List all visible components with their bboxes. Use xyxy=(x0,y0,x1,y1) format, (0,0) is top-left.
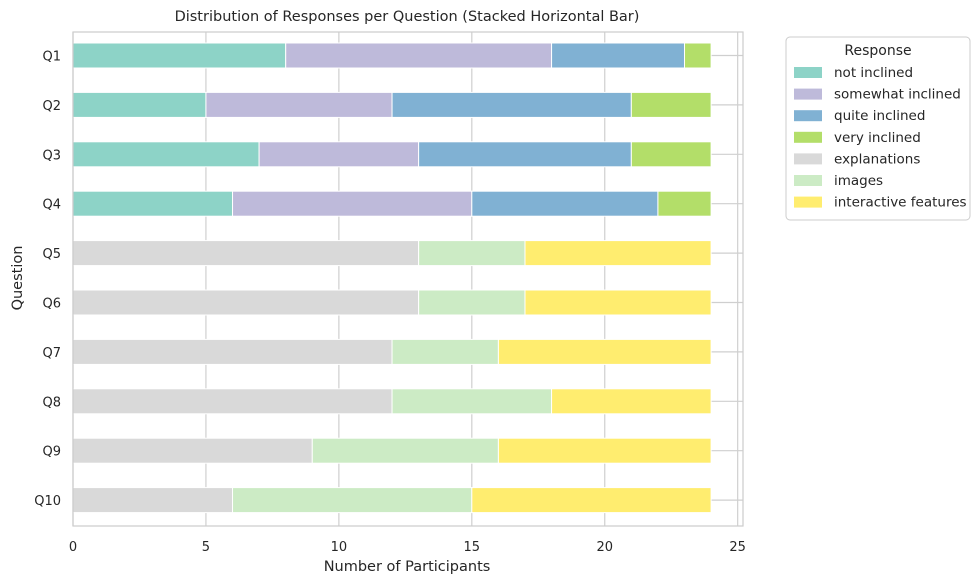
legend: Response not inclined somewhat inclined qu… xyxy=(785,36,971,221)
bar-segment-q4-somewhat-inclined xyxy=(232,190,473,217)
bar-segment-q3-not-inclined xyxy=(72,141,260,168)
bar-segment-q10-interactive-features xyxy=(471,487,712,514)
y-tick-label: Q5 xyxy=(42,247,61,262)
y-tick-label: Q6 xyxy=(42,297,61,312)
bar-segment-q2-somewhat-inclined xyxy=(205,91,393,118)
y-tick-label: Q7 xyxy=(42,346,61,361)
x-tick-label: 25 xyxy=(729,540,746,555)
bar-segment-q3-quite-inclined xyxy=(418,141,632,168)
legend-label-interactive-features: interactive features xyxy=(834,195,967,211)
bar-segment-q2-quite-inclined xyxy=(391,91,632,118)
legend-swatch-very-inclined xyxy=(794,131,822,143)
x-tick-label: 10 xyxy=(331,540,348,555)
x-tick-label: 5 xyxy=(202,540,210,555)
legend-swatch-explanations xyxy=(794,153,822,165)
x-axis-label: Number of Participants xyxy=(324,559,491,575)
legend-swatch-quite-inclined xyxy=(794,110,822,122)
bar-segment-q1-not-inclined xyxy=(72,42,287,69)
legend-swatch-interactive-features xyxy=(794,196,822,208)
legend-items: not inclined somewhat inclined quite incli… xyxy=(794,65,967,211)
legend-swatch-images xyxy=(794,175,822,186)
bar-segment-q4-not-inclined xyxy=(72,190,234,217)
legend-label-very-inclined: very inclined xyxy=(834,130,921,146)
bar-segment-q10-images xyxy=(232,487,473,514)
y-tick-label: Q2 xyxy=(42,99,61,114)
y-tick-label: Q3 xyxy=(42,148,61,163)
bar-segment-q9-interactive-features xyxy=(497,437,712,464)
x-tick-label: 15 xyxy=(464,540,481,555)
axes: 0 5 10 15 20 25 Q1 Q2 Q3 Q4 Q5 Q6 Q7 Q8 Q9 Q10 xyxy=(34,31,746,555)
y-tick-label: Q8 xyxy=(42,395,61,410)
legend-label-quite-inclined: quite inclined xyxy=(834,108,925,124)
x-tick-label: 0 xyxy=(69,540,77,555)
bar-segment-q3-very-inclined xyxy=(630,141,712,168)
y-tick-label: Q1 xyxy=(42,50,61,65)
bar-segment-q1-quite-inclined xyxy=(551,42,686,69)
bar-segment-q8-explanations xyxy=(72,388,393,415)
legend-label-not-inclined: not inclined xyxy=(834,65,913,81)
plot-frame xyxy=(72,31,744,527)
y-tick-label: Q4 xyxy=(42,198,61,213)
bars xyxy=(72,42,712,514)
bar-segment-q6-images xyxy=(418,289,526,316)
bar-segment-q6-interactive-features xyxy=(524,289,712,316)
bar-segment-q7-explanations xyxy=(72,338,393,365)
legend-swatch-not-inclined xyxy=(794,67,822,78)
y-tick-label: Q9 xyxy=(42,445,61,460)
bar-segment-q5-interactive-features xyxy=(524,240,712,267)
bar-segment-q1-very-inclined xyxy=(684,42,712,69)
bar-segment-q5-images xyxy=(418,240,526,267)
legend-swatch-somewhat-inclined xyxy=(794,88,822,100)
bar-segment-q8-images xyxy=(391,388,553,415)
bar-segment-q7-interactive-features xyxy=(497,338,712,365)
y-tick-label: Q10 xyxy=(34,494,61,509)
bar-segment-q5-explanations xyxy=(72,240,420,267)
y-axis-label: Question xyxy=(10,246,26,311)
bar-segment-q7-images xyxy=(391,338,499,365)
bar-segment-q3-somewhat-inclined xyxy=(258,141,420,168)
bar-segment-q6-explanations xyxy=(72,289,420,316)
bar-segment-q8-interactive-features xyxy=(551,388,712,415)
bar-segment-q9-images xyxy=(311,437,499,464)
legend-frame xyxy=(785,36,971,221)
legend-label-images: images xyxy=(834,173,883,189)
legend-title: Response xyxy=(844,43,911,59)
bar-segment-q4-quite-inclined xyxy=(471,190,659,217)
bar-segment-q1-somewhat-inclined xyxy=(285,42,553,69)
bar-segment-q2-not-inclined xyxy=(72,91,207,118)
bar-segment-q2-very-inclined xyxy=(630,91,712,118)
legend-label-explanations: explanations xyxy=(834,151,920,167)
bar-segment-q4-very-inclined xyxy=(657,190,712,217)
bar-segment-q10-explanations xyxy=(72,487,234,514)
x-tick-label: 20 xyxy=(596,540,613,555)
legend-label-somewhat-inclined: somewhat inclined xyxy=(834,87,961,103)
chart-title: Distribution of Responses per Question (… xyxy=(175,9,640,25)
bar-segment-q9-explanations xyxy=(72,437,313,464)
